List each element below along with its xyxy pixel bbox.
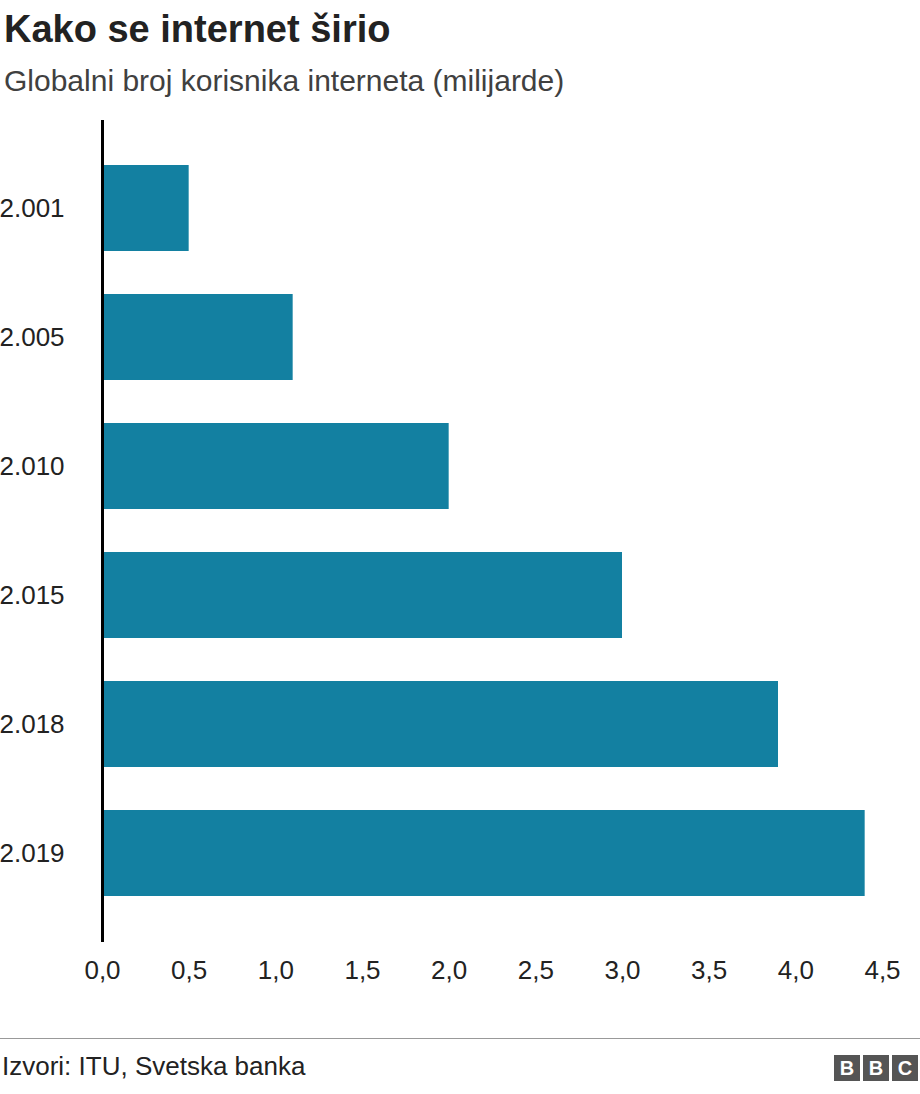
svg-text:2,0: 2,0: [431, 955, 467, 985]
svg-text:1,0: 1,0: [258, 955, 294, 985]
svg-text:2.005: 2.005: [0, 322, 65, 352]
svg-text:3,0: 3,0: [604, 955, 640, 985]
svg-text:2.010: 2.010: [0, 451, 65, 481]
svg-text:2.018: 2.018: [0, 709, 65, 739]
html-text:Globalni broj korisnika intern: Globalni broj korisnika interneta (milij…: [4, 64, 565, 97]
svg-text:2.019: 2.019: [0, 838, 65, 868]
svg-text:1,5: 1,5: [344, 955, 380, 985]
svg-text:3,5: 3,5: [691, 955, 727, 985]
svg-text:0,5: 0,5: [171, 955, 207, 985]
html-text:B: B: [839, 1057, 855, 1079]
svg-text:2.001: 2.001: [0, 193, 65, 223]
svg-text:2.015: 2.015: [0, 580, 65, 610]
svg-text:2,5: 2,5: [518, 955, 554, 985]
html-text:Izvori: ITU, Svetska banka: Izvori: ITU, Svetska banka: [2, 1051, 306, 1081]
html-text:B: B: [868, 1057, 884, 1079]
html-text:C: C: [897, 1057, 913, 1079]
svg-text:4,5: 4,5: [864, 955, 900, 985]
html-text:Kako se internet širio: Kako se internet širio: [4, 8, 391, 50]
svg-text:4,0: 4,0: [778, 955, 814, 985]
svg-text:0,0: 0,0: [84, 955, 120, 985]
